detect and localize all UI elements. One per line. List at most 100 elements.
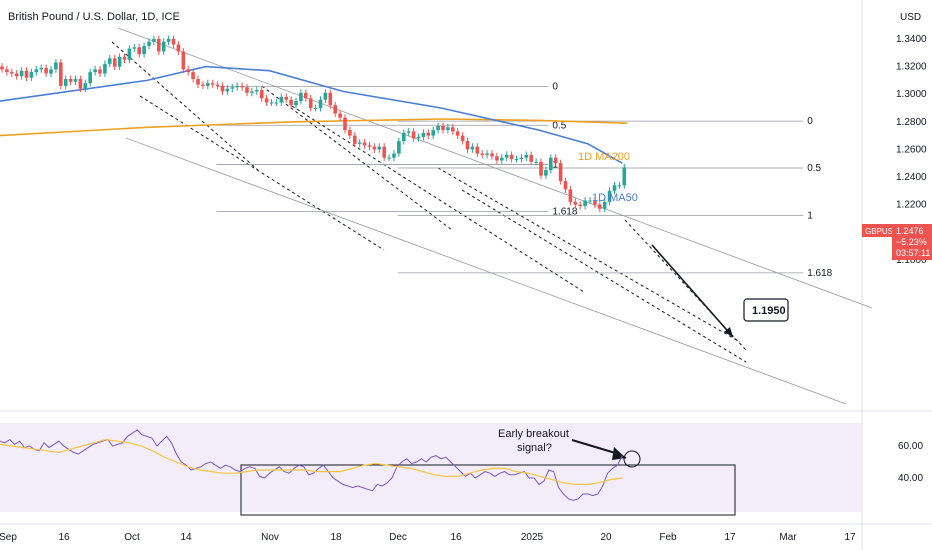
candle-body (529, 154, 533, 162)
candle-body (583, 200, 587, 206)
countdown-text: 03:57:11 (896, 248, 930, 258)
time-tick-label: 20 (600, 532, 612, 543)
candle-body (117, 56, 122, 67)
candle-body (377, 146, 382, 150)
candle-body (357, 142, 362, 144)
time-axis-labels[interactable]: Sep 16 Oct 14 Nov 18 Dec 16 2025 20 Feb 17 Mar 17 (0, 532, 856, 543)
candle-body (553, 157, 558, 164)
candle-body (519, 157, 524, 160)
candle-body (402, 132, 406, 142)
candle-body (568, 189, 573, 202)
candle-body (308, 98, 313, 108)
candle-body (93, 69, 97, 73)
candle-body (607, 190, 612, 202)
candle-body (255, 90, 259, 92)
dashed-trend-line (437, 167, 741, 343)
candle-body (588, 200, 592, 202)
candle-body (176, 44, 181, 52)
time-tick-label: Sep (0, 532, 17, 543)
candle-body (83, 83, 88, 89)
candle-body (446, 127, 450, 131)
candle-body (166, 39, 171, 42)
candle-body (558, 163, 563, 182)
time-tick-label: Nov (261, 532, 279, 543)
chart-annotations[interactable] (240, 244, 736, 516)
time-tick-label: 16 (58, 532, 70, 543)
candle-body (181, 51, 186, 70)
candle-body (392, 153, 396, 158)
candle-body (602, 201, 607, 209)
dashed-trend-line (111, 41, 259, 171)
candle-body (98, 69, 102, 74)
candle-body (622, 167, 627, 186)
rsi-signal-circle (623, 450, 641, 468)
fib-level-label: 0.5 (552, 120, 566, 131)
rsi-line (0, 429, 623, 501)
fib-level-label: 1 (807, 211, 813, 222)
candle-body (88, 72, 92, 84)
candle-body (387, 157, 391, 159)
candle-body (367, 145, 372, 147)
target-callout[interactable]: 1.1950 (743, 298, 789, 322)
ma200-label: 1D MA200 (578, 151, 630, 163)
currency-label[interactable]: USD (900, 12, 921, 23)
candle-body (397, 141, 401, 154)
projection-arrow-head (724, 327, 733, 337)
price-tick-label: 1.1800 (896, 255, 927, 266)
time-tick-label: Feb (659, 532, 677, 543)
candle-body (284, 96, 288, 100)
candle-body (313, 108, 318, 109)
candle-body (416, 136, 421, 139)
candle-body (59, 62, 63, 86)
candle-body (127, 48, 132, 60)
candle-body (132, 47, 137, 49)
projection-arrow-line (651, 244, 734, 338)
candle-body (524, 154, 529, 158)
candle-body (137, 47, 141, 55)
fib-level-label: 1.618 (552, 207, 577, 218)
candle-body (171, 39, 176, 45)
price-tick-label: 1.3200 (896, 62, 927, 73)
candle-body (10, 72, 14, 74)
candle-body (455, 131, 460, 136)
candle-body (274, 102, 279, 104)
rsi-pane (0, 429, 623, 501)
candle-body (490, 153, 494, 157)
candle-body (201, 84, 205, 86)
time-tick-label: Oct (124, 532, 140, 543)
candle-body (544, 170, 548, 176)
price-tick-label: 1.2600 (896, 144, 927, 155)
dashed-trend-line (461, 189, 747, 363)
candle-body (593, 200, 597, 205)
dashed-trend-line (139, 95, 385, 251)
candle-body (509, 154, 514, 160)
candle-body (460, 135, 465, 142)
candle-body (353, 135, 357, 144)
candle-body (573, 201, 578, 205)
candle-body (147, 41, 151, 46)
candle-body (343, 117, 347, 131)
rsi-note: Early breakout signal? (498, 428, 569, 454)
candle-body (279, 96, 284, 103)
symbol-title[interactable]: British Pound / U.S. Dollar, 1D, ICE (8, 11, 180, 23)
candle-body (0, 66, 4, 70)
candle-body (514, 159, 519, 161)
candle-body (108, 58, 112, 64)
candle-body (299, 92, 303, 102)
candle-body (534, 161, 538, 163)
candle-body (372, 146, 377, 150)
candle-body (68, 79, 73, 82)
candle-body (259, 90, 264, 99)
ticker-badge (862, 224, 892, 237)
change-text: −5.23% (896, 237, 927, 247)
candle-body (294, 101, 298, 106)
target-price-text: 1.1950 (752, 305, 786, 317)
moving-averages (0, 65, 628, 164)
rsi-range-box (240, 464, 736, 516)
time-tick-label: 14 (180, 532, 192, 543)
candle-body (54, 62, 58, 70)
candle-body (421, 132, 426, 137)
candle-body (598, 204, 602, 209)
